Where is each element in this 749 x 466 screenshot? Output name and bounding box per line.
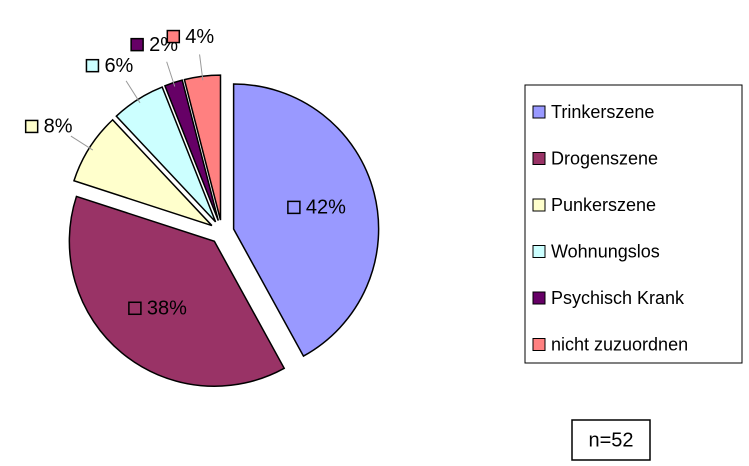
legend-swatch [532,198,546,212]
legend-label: Wohnungslos [551,241,660,261]
legend-label: Trinkerszene [551,102,654,122]
label-key [130,37,144,52]
legend-swatch [532,105,546,119]
data-label: 8% [44,116,73,138]
legend-box [524,84,743,364]
leader-line [70,135,94,151]
annotation: n=52 [588,429,633,451]
pie-slice [68,195,286,387]
label-key [85,58,100,73]
legend-label: Drogenszene [551,148,658,168]
legend-swatch [532,338,546,351]
data-label: 6% [104,55,133,77]
data-label: 4% [185,26,214,48]
legend-swatch [532,152,546,165]
legend: Trinkerszene Drogenszene Punkerszene Wohnun… [532,102,688,354]
legend-label: nicht zuzuordnen [551,334,688,354]
legend-swatch [532,245,546,258]
pie-slice [232,83,380,358]
legend-label: Punkerszene [551,195,656,215]
label-key [24,119,39,134]
label-key [287,200,301,215]
label-key [166,29,181,44]
leader-line [125,80,141,104]
data-label: 42% [306,197,346,219]
legend-label: Psychisch Krank [551,288,685,308]
label-key [128,301,142,316]
data-label: 38% [147,298,187,320]
legend-swatch [532,291,546,305]
leader-line [199,54,204,81]
annotation-box [571,419,651,461]
leader-line [166,61,176,87]
